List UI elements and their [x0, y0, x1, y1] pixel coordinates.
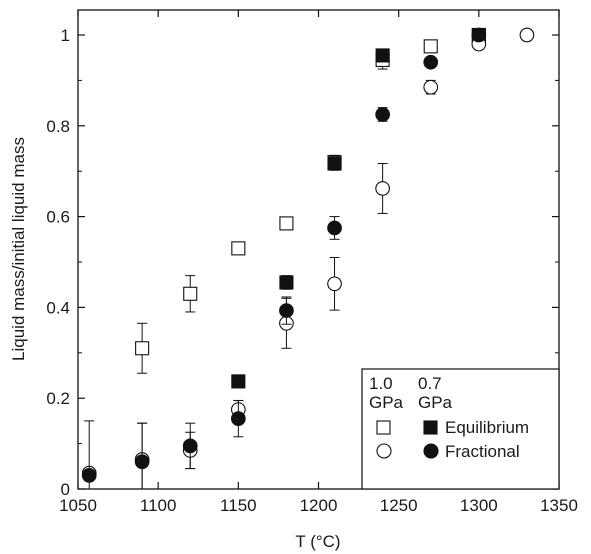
- legend-box: [361, 368, 560, 490]
- y-axis-label: Liquid mass/initial liquid mass: [9, 137, 28, 361]
- data-point: [134, 422, 150, 490]
- circle-filled-marker: [327, 220, 342, 236]
- legend-open-square-icon: [376, 420, 391, 435]
- circle-open-marker: [375, 181, 390, 196]
- square-open-marker: [183, 286, 198, 301]
- data-point: [423, 79, 439, 95]
- data-point: [231, 241, 246, 256]
- legend-equilibrium-label: Equilibrium: [445, 418, 529, 437]
- x-tick-label: 1150: [220, 496, 257, 515]
- y-tick-label: 0.6: [46, 208, 70, 227]
- data-point: [327, 256, 342, 311]
- square-filled-marker: [375, 48, 390, 63]
- x-tick-label: 1050: [59, 496, 97, 515]
- circle-filled-marker: [230, 411, 246, 426]
- x-tick-label: 1100: [140, 496, 177, 515]
- data-point: [279, 275, 294, 290]
- circle-filled-marker: [423, 54, 439, 70]
- legend-filled-square-icon: [423, 420, 438, 435]
- y-tick-label: 1: [61, 26, 70, 45]
- x-tick-label: 1250: [380, 496, 418, 515]
- data-point: [81, 420, 97, 490]
- data-point: [327, 216, 342, 240]
- data-point: [519, 27, 535, 43]
- y-tick-label: 0.8: [46, 117, 70, 136]
- square-open-marker: [231, 241, 246, 256]
- data-point: [423, 54, 439, 70]
- circle-filled-marker: [375, 107, 390, 122]
- data-points: [81, 27, 535, 490]
- square-open-marker: [135, 341, 150, 356]
- x-tick-label: 1300: [460, 496, 498, 515]
- data-point: [182, 422, 198, 470]
- x-axis-label: T (°C): [295, 532, 340, 551]
- data-point: [375, 107, 390, 122]
- circle-filled-marker: [279, 303, 294, 318]
- square-open-marker: [423, 39, 438, 54]
- legend-col1-unit: GPa: [369, 393, 404, 412]
- circle-filled-marker: [182, 438, 198, 454]
- data-point: [230, 399, 246, 438]
- legend: 1.0 GPa 0.7 GPa Equilibrium Fractional: [361, 368, 560, 490]
- data-point: [231, 374, 246, 389]
- data-point: [135, 322, 150, 374]
- data-point: [183, 275, 198, 313]
- legend-filled-circle-icon: [423, 443, 439, 459]
- data-point: [279, 296, 294, 325]
- legend-col2-value: 0.7: [418, 374, 442, 393]
- y-tick-label: 0.2: [46, 389, 70, 408]
- circle-open-marker: [327, 276, 342, 292]
- square-open-marker: [279, 216, 294, 231]
- legend-fractional-label: Fractional: [445, 442, 520, 461]
- square-filled-marker: [279, 275, 294, 290]
- circle-open-marker: [519, 27, 535, 43]
- circle-filled-marker: [134, 454, 150, 470]
- legend-col2-unit: GPa: [418, 393, 453, 412]
- data-point: [375, 48, 390, 63]
- legend-col1-value: 1.0: [369, 374, 393, 393]
- square-filled-marker: [231, 374, 246, 389]
- circle-filled-marker: [471, 27, 487, 43]
- data-point: [327, 156, 342, 171]
- x-tick-label: 1350: [540, 496, 578, 515]
- data-point: [423, 39, 438, 54]
- data-point: [471, 27, 487, 43]
- y-tick-label: 0: [61, 480, 70, 499]
- square-filled-marker: [327, 156, 342, 171]
- axis-ticks: 1050 1100 1150 1200 1250 1300 1350 0 0.2 0.4 0.6 0.…: [46, 10, 578, 515]
- circle-filled-marker: [81, 468, 97, 483]
- data-point: [279, 216, 294, 231]
- y-tick-label: 0.4: [46, 298, 70, 317]
- legend-open-circle-icon: [376, 443, 392, 459]
- data-point: [375, 162, 390, 214]
- circle-open-marker: [423, 79, 439, 95]
- x-tick-label: 1200: [300, 496, 338, 515]
